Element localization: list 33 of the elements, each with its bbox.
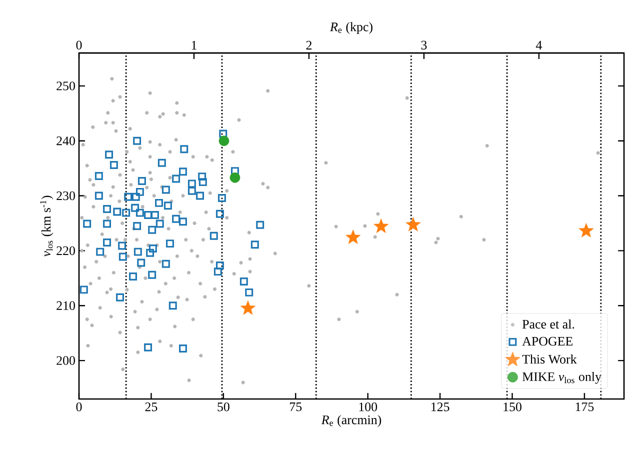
x-axis-title: R$_{e}$ (arcmin)	[321, 415, 382, 427]
y-tick-label: 220	[56, 246, 75, 256]
x-tick-label: 50	[218, 402, 230, 412]
x-tick-label: 125	[431, 402, 450, 412]
legend-label: This Work	[522, 354, 577, 364]
y-tick-label: 200	[56, 356, 75, 365]
x2-axis-title: R$_{e}$ (kpc)	[330, 22, 372, 34]
point	[240, 300, 256, 315]
legend-label: APOGEE	[522, 336, 572, 346]
x-tick-label: 150	[504, 402, 522, 412]
point	[578, 223, 594, 238]
x2-tick-label: 3	[421, 40, 427, 50]
y-tick-label: 230	[56, 191, 75, 200]
legend-label: MIKE v$_{los}$ only	[522, 372, 602, 384]
y-tick-label: 250	[56, 82, 75, 90]
x-tick-label: 100	[359, 402, 378, 412]
y-axis-title: v$_{los}$ (km s$^{-1}$)	[40, 196, 54, 257]
x-tick-label: 175	[576, 402, 594, 412]
point	[230, 172, 240, 183]
x2-tick-label: 1	[192, 40, 196, 50]
point	[374, 218, 389, 233]
point	[346, 230, 361, 244]
x-tick-label: 75	[290, 402, 302, 412]
y-tick-label: 210	[56, 301, 75, 310]
x2-tick-label: 2	[306, 40, 312, 50]
x2-tick-label: 4	[536, 40, 542, 50]
x-tick-label: 25	[145, 402, 158, 412]
legend-label: Pace et al.	[522, 319, 574, 329]
y-tick-label: 240	[56, 136, 75, 146]
point	[406, 216, 421, 232]
point	[218, 136, 230, 146]
x2-tick-label: 0	[76, 40, 82, 50]
x-tick-label: 0	[76, 402, 82, 412]
